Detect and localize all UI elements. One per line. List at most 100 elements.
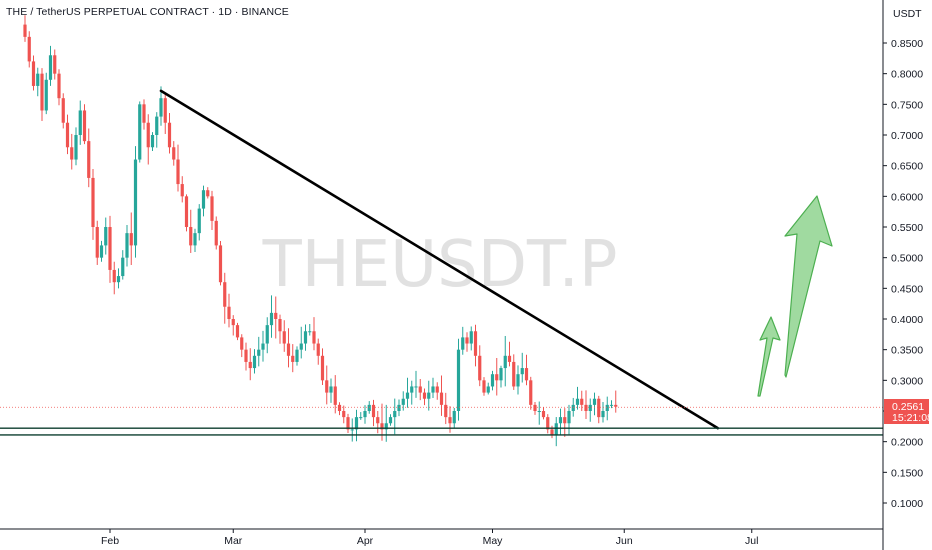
candle: [57, 69, 61, 106]
candle-body: [138, 104, 142, 160]
candle: [184, 194, 189, 232]
candle: [465, 332, 469, 352]
last-price-badge: 0.2561 15:21:08: [884, 399, 932, 424]
candle: [116, 268, 121, 289]
candle-body: [563, 417, 567, 424]
candle-body: [329, 386, 333, 393]
candle-body: [125, 233, 129, 258]
candle: [240, 334, 244, 358]
candle-body: [325, 380, 329, 393]
candle: [609, 400, 614, 409]
candle: [176, 144, 180, 192]
candle: [197, 204, 201, 241]
candle-body: [261, 343, 265, 350]
candle: [53, 49, 57, 80]
candle-body: [133, 159, 138, 246]
candle-body: [580, 398, 584, 405]
price-tick: 0.6000: [883, 191, 923, 203]
time-tick-label: Jul: [745, 535, 758, 547]
candle-body: [167, 122, 172, 148]
candle: [393, 398, 397, 435]
candle-body: [473, 331, 478, 356]
candle-body: [303, 331, 308, 344]
candle-body: [537, 411, 541, 412]
candle: [65, 114, 70, 155]
price-tick: 0.3500: [883, 345, 923, 357]
candle-body: [65, 122, 70, 148]
candle-body: [435, 386, 439, 393]
candle-body: [299, 343, 303, 350]
candle-body: [448, 417, 452, 424]
candle-body: [286, 343, 291, 356]
descending-trendline[interactable]: [159, 89, 720, 430]
candle: [108, 215, 112, 283]
candle-body: [218, 245, 223, 283]
candle: [265, 317, 269, 354]
candle: [316, 338, 320, 365]
candle-body: [529, 380, 533, 405]
time-tick-label: May: [483, 535, 504, 547]
candle-body: [176, 159, 180, 185]
candle-body: [231, 319, 235, 326]
price-scale-ticks: 0.8500 0.8000 0.7500 0.7000 0.6500 0.6000 0.55…: [883, 38, 923, 510]
time-tick-label: Mar: [224, 535, 243, 547]
candle: [456, 338, 461, 421]
candle: [507, 341, 512, 367]
candle: [410, 380, 414, 405]
candle: [439, 375, 444, 416]
candle-body: [87, 141, 91, 178]
candle-body: [495, 374, 499, 381]
candle: [605, 396, 609, 421]
time-tick: Jun: [616, 529, 633, 547]
candle-body: [99, 245, 104, 258]
candle: [142, 99, 146, 130]
candle: [584, 390, 588, 419]
large-up-arrow[interactable]: [784, 195, 833, 378]
candle-body: [291, 355, 295, 362]
candle-body: [516, 374, 520, 387]
candle-body: [605, 404, 609, 411]
candle-body: [533, 404, 537, 411]
candle-body: [584, 404, 588, 411]
candle-body: [269, 312, 274, 326]
price-scale-currency[interactable]: USDT: [893, 8, 922, 20]
candle-body: [588, 404, 592, 411]
candle-body: [129, 233, 133, 246]
candle-body: [282, 331, 286, 344]
candle: [499, 365, 503, 388]
candle: [44, 72, 48, 115]
candle-body: [201, 190, 206, 209]
candle: [397, 399, 401, 417]
candle: [121, 250, 125, 280]
candle: [312, 317, 316, 351]
candle: [201, 185, 206, 217]
candle: [48, 45, 53, 86]
candle: [469, 326, 473, 351]
candle: [104, 217, 108, 255]
candle: [36, 67, 40, 97]
candle-body: [108, 227, 112, 270]
candle-body: [482, 380, 486, 393]
candle-body: [431, 386, 435, 393]
candle-body: [210, 196, 214, 221]
candle-body: [57, 73, 61, 99]
candle-body: [427, 392, 431, 399]
candle: [248, 348, 252, 381]
candle-body: [410, 386, 414, 393]
candle: [444, 392, 448, 425]
candle: [435, 382, 439, 400]
candle: [129, 212, 133, 266]
candle: [554, 417, 558, 447]
candle-body: [452, 411, 456, 424]
price-tick-label: 0.3000: [891, 375, 923, 387]
candle: [291, 344, 295, 373]
small-up-arrow[interactable]: [757, 316, 781, 397]
candle-body: [486, 386, 490, 393]
candle-body: [248, 361, 252, 369]
candle-body: [567, 411, 571, 424]
candle: [354, 409, 359, 442]
candle: [61, 93, 65, 129]
candle: [82, 104, 87, 145]
price-tick-label: 0.5000: [891, 253, 923, 265]
